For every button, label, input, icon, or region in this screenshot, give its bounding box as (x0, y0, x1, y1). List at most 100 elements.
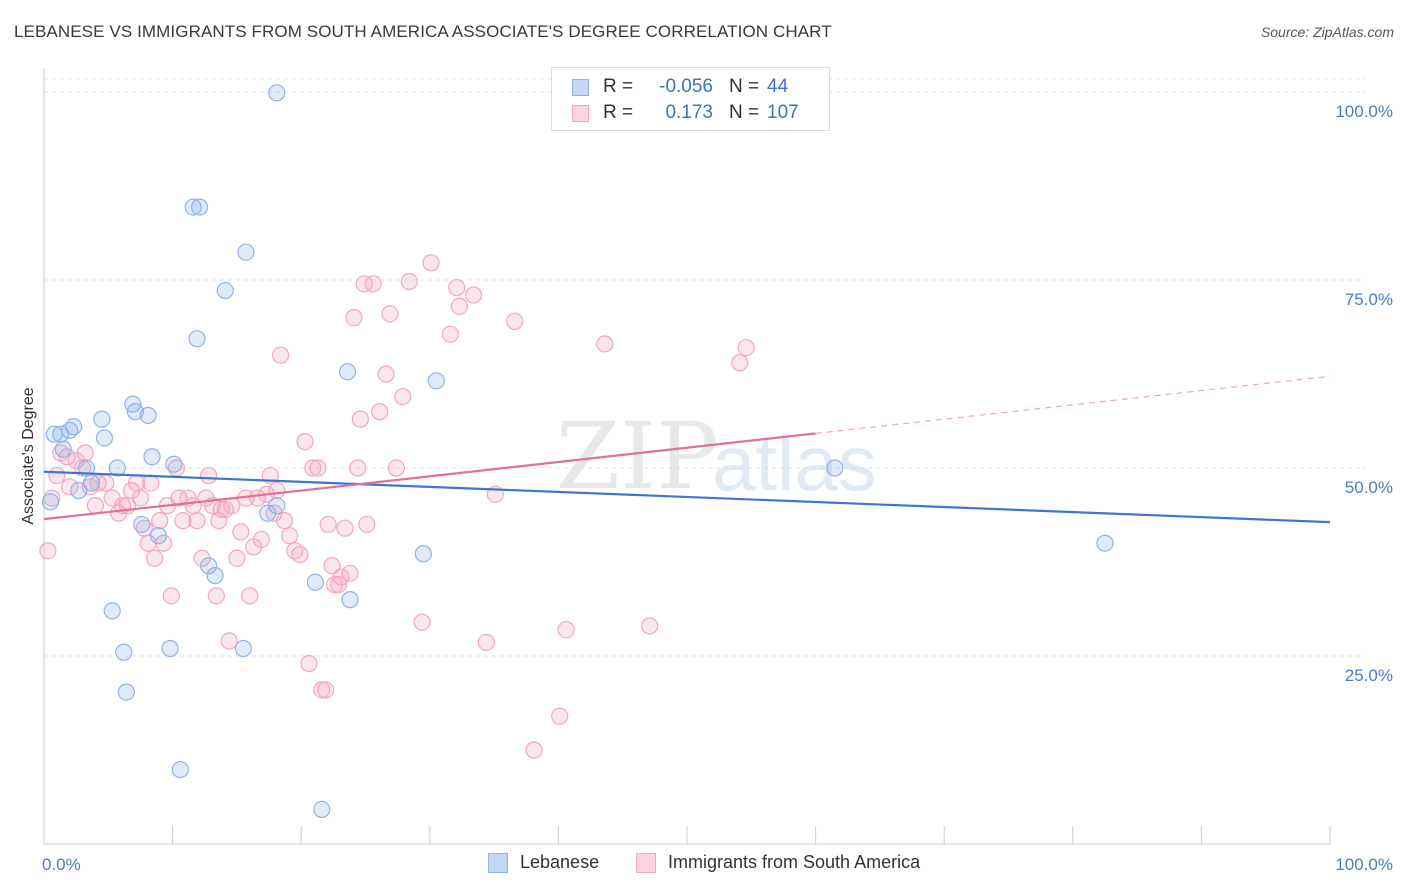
point-south-america (731, 354, 749, 372)
point-lebanese (54, 440, 72, 458)
y-tick-label: 25.0% (1345, 666, 1393, 685)
point-south-america (358, 515, 376, 534)
point-south-america (145, 549, 164, 567)
point-lebanese (216, 281, 234, 300)
point-south-america (296, 433, 314, 451)
grid-lines (44, 78, 1366, 657)
tick-labels: 25.0% 50.0% 75.0% 100.0% 0.0% 100.0% (42, 102, 1393, 874)
point-south-america (341, 564, 359, 582)
point-south-america (464, 286, 483, 304)
y-tick-label: 75.0% (1345, 290, 1393, 309)
point-south-america (39, 542, 57, 560)
trend-line-south-america (43, 432, 816, 521)
point-lebanese (313, 800, 331, 819)
point-south-america (304, 459, 322, 477)
watermark-atlas: atlas (712, 419, 877, 507)
point-lebanese (115, 643, 133, 661)
point-south-america (349, 459, 367, 477)
point-south-america (557, 621, 575, 639)
point-south-america (345, 309, 363, 327)
point-south-america (309, 459, 327, 477)
legend-n-value: 44 (767, 76, 789, 97)
point-lebanese (103, 602, 121, 620)
point-south-america (551, 707, 569, 725)
legend-label-south-america: Immigrants from South America (668, 852, 921, 872)
point-lebanese (1096, 534, 1114, 552)
point-south-america (232, 523, 250, 541)
point-lebanese (95, 429, 114, 447)
legend-item-lebanese[interactable]: Lebanese (488, 852, 599, 873)
point-lebanese (149, 527, 168, 545)
point-south-america (596, 335, 614, 353)
point-south-america (207, 587, 225, 605)
point-lebanese (338, 363, 357, 381)
legend-n-value: 107 (767, 102, 799, 123)
point-south-america (317, 681, 335, 699)
point-south-america (381, 305, 399, 323)
point-south-america (228, 549, 246, 567)
point-lebanese (200, 557, 218, 575)
point-lebanese (117, 683, 135, 701)
point-lebanese (82, 474, 101, 492)
point-south-america (387, 459, 405, 477)
legend-swatch-south-america (572, 104, 589, 122)
x-tick-label: 0.0% (42, 855, 81, 874)
point-south-america (48, 466, 66, 485)
point-lebanese (414, 545, 432, 563)
point-south-america (174, 512, 192, 530)
legend-label-lebanese: Lebanese (520, 852, 600, 872)
y-tick-label: 100.0% (1335, 102, 1393, 121)
point-lebanese (826, 459, 844, 477)
point-lebanese (77, 459, 96, 477)
point-south-america (272, 346, 290, 364)
point-south-america (188, 512, 206, 530)
point-lebanese (161, 639, 179, 658)
point-south-america (377, 365, 395, 383)
point-south-america (450, 297, 468, 315)
point-south-america (212, 500, 231, 518)
point-lebanese (41, 493, 60, 511)
y-axis-title: Associate's Degree (20, 387, 37, 524)
point-south-america (422, 254, 440, 272)
x-tick-label: 100.0% (1335, 855, 1393, 874)
point-lebanese (93, 410, 111, 428)
point-south-america (142, 474, 160, 492)
point-south-america (162, 587, 180, 605)
chart-title: LEBANESE VS IMMIGRANTS FROM SOUTH AMERIC… (14, 22, 832, 41)
point-lebanese (70, 481, 88, 500)
legend-item-south-america[interactable]: Immigrants from South America (636, 852, 920, 873)
point-south-america (355, 275, 373, 293)
point-lebanese (171, 760, 189, 779)
legend-n-label: N = (729, 102, 760, 123)
legend-row-south-america: R = 0.173 N = 107 (572, 101, 807, 125)
point-lebanese (341, 591, 359, 609)
legend-row-lebanese: R = -0.056 N = 44 (572, 75, 807, 99)
point-south-america (61, 478, 79, 496)
point-south-america (220, 632, 238, 650)
series-legend: Lebanese Immigrants from South America (0, 852, 1406, 878)
point-south-america (268, 481, 286, 500)
point-lebanese (188, 330, 206, 348)
point-lebanese (234, 639, 252, 658)
point-south-america (170, 489, 188, 507)
point-south-america (441, 325, 459, 343)
point-lebanese (64, 418, 83, 436)
legend-r-label: R = (603, 76, 634, 97)
trend-line-south-america-extension (815, 375, 1331, 435)
point-lebanese (268, 84, 286, 102)
point-south-america (241, 587, 259, 605)
point-south-america (281, 527, 299, 545)
point-south-america (641, 617, 659, 635)
point-south-america (151, 512, 169, 530)
point-south-america (131, 489, 150, 507)
point-south-america (477, 633, 495, 652)
point-south-america (364, 275, 382, 293)
point-south-america (400, 272, 418, 291)
point-south-america (525, 741, 543, 759)
point-south-america (413, 613, 431, 631)
point-lebanese (143, 448, 161, 466)
point-south-america (86, 497, 105, 515)
point-south-america (323, 557, 341, 575)
point-south-america (332, 568, 350, 586)
point-south-america (76, 444, 94, 462)
